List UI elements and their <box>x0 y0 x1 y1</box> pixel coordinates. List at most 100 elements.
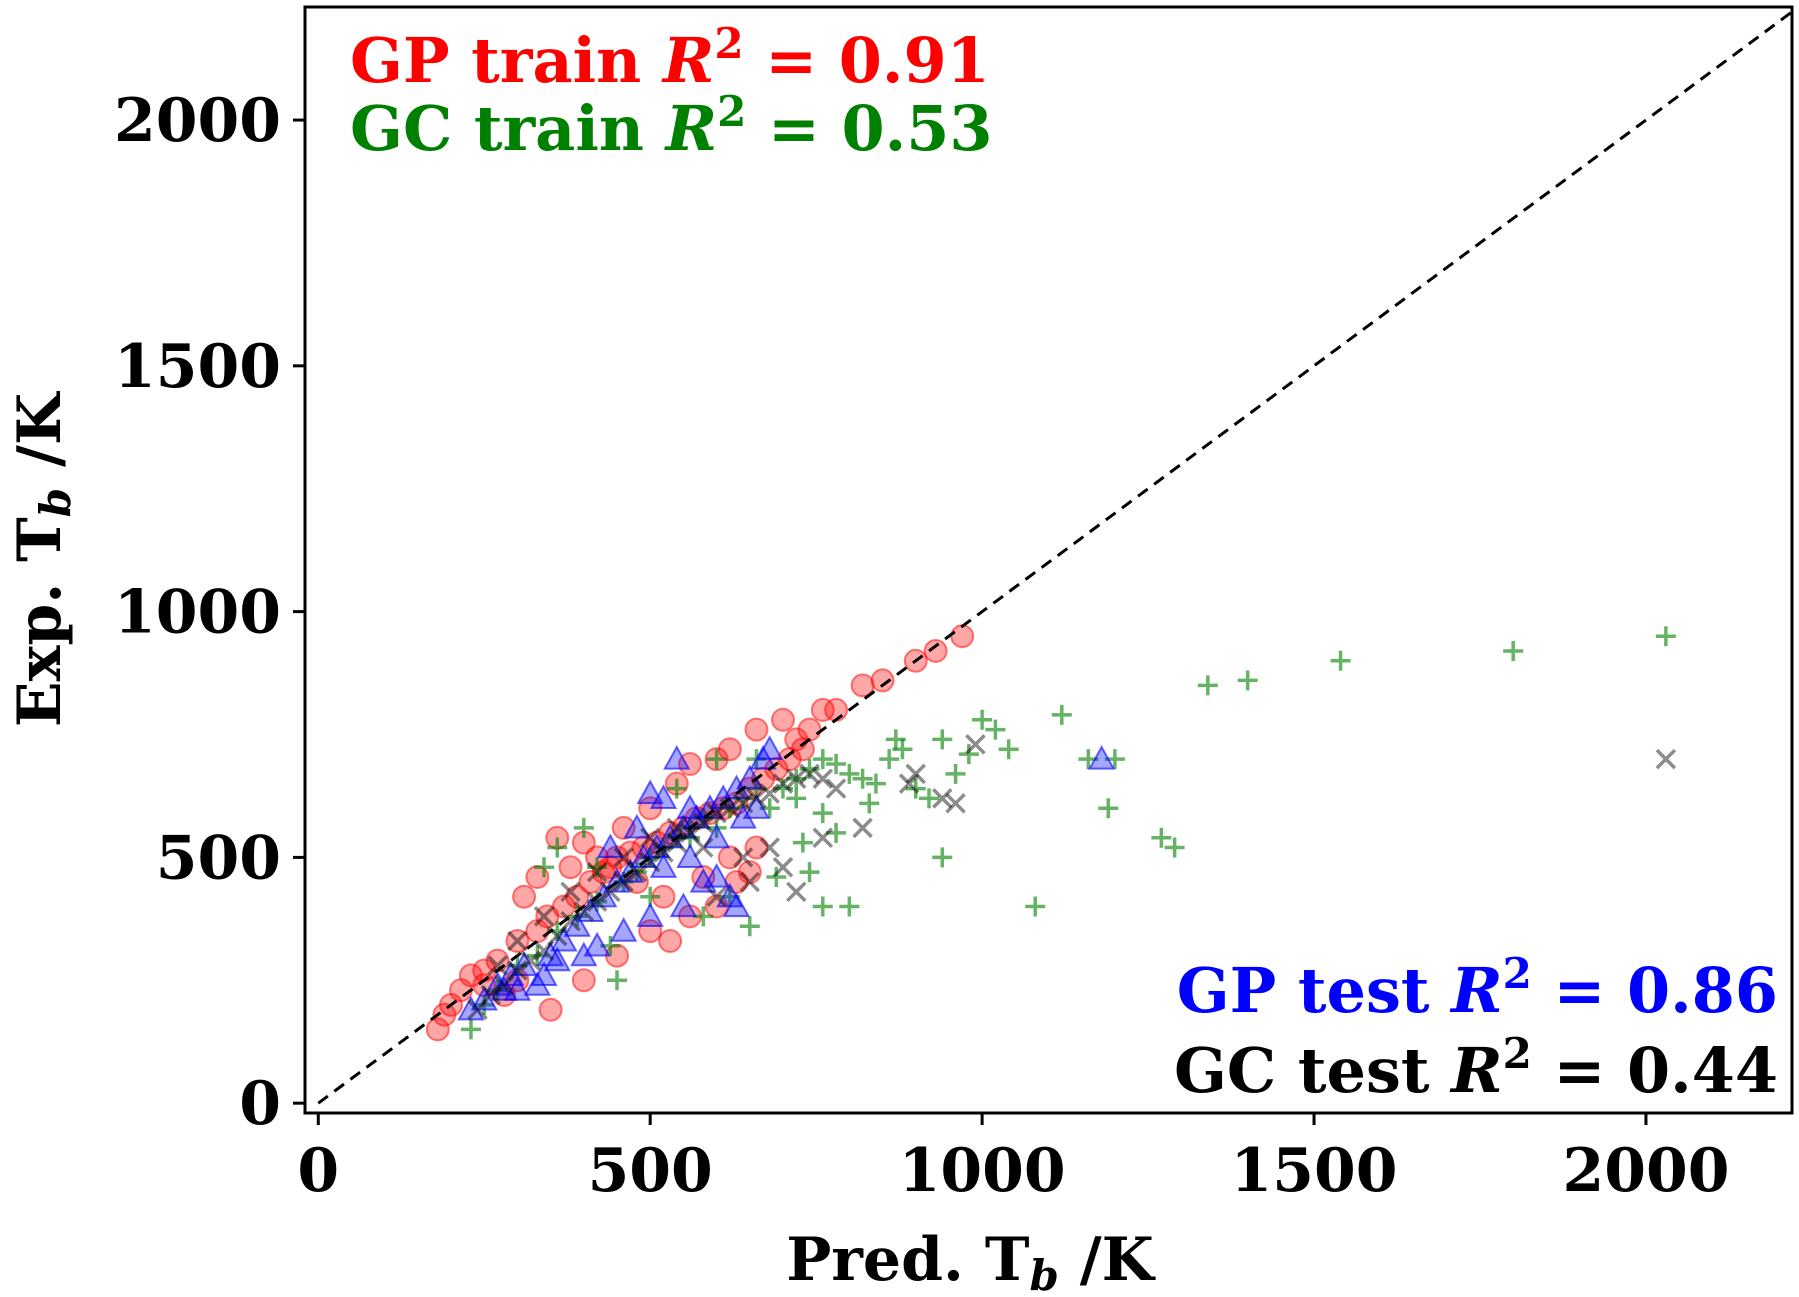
gp-test-point <box>550 926 578 952</box>
gc-test-point <box>679 822 701 844</box>
gc-test-point <box>732 847 754 868</box>
gp-train-point <box>950 624 975 649</box>
gc-test-point <box>772 773 794 794</box>
gc-test-point <box>639 852 661 873</box>
gc-test-point <box>732 793 754 814</box>
gc-test-point <box>586 861 608 883</box>
gc-test-point <box>626 861 648 883</box>
gp-test-point <box>543 946 571 972</box>
gc-train-point <box>812 803 833 824</box>
gc-test-point <box>799 763 820 785</box>
gc-train-point <box>474 994 495 1015</box>
gc-test-point <box>666 817 687 839</box>
gc-test-point <box>739 871 761 893</box>
gc-test-point <box>905 763 926 785</box>
gp-test-point <box>649 853 678 878</box>
gp-test-point <box>470 985 498 1011</box>
gc-train-point <box>859 793 880 814</box>
gp-train-point <box>717 737 742 762</box>
gc-train-point <box>826 822 847 843</box>
gp-train-point <box>770 707 795 732</box>
gc-test-point <box>487 955 508 976</box>
x-axis: 0 500 1000 1500 2000 <box>297 1113 1729 1206</box>
gc-train-point <box>905 778 926 799</box>
gc-test-point <box>825 778 847 799</box>
gc-train-point <box>1503 640 1524 661</box>
gc-test-point <box>759 783 780 804</box>
gc-test-point <box>693 837 714 858</box>
gp-train-point <box>538 997 563 1022</box>
y-axis: 0 500 1000 1500 2000 <box>114 86 305 1139</box>
gc-train-point <box>799 862 820 883</box>
gc-train-point <box>985 719 1006 740</box>
gc-test-point <box>898 773 920 794</box>
x-axis-label: Pred. Tb /K <box>786 1225 1155 1297</box>
y-tick-label: 0 <box>239 1069 281 1139</box>
x-tick-label: 1500 <box>1231 1136 1398 1206</box>
gc-test-point <box>507 930 528 952</box>
gc-test-point <box>613 847 634 868</box>
gc-train-point <box>533 857 554 878</box>
y-tick-label: 1000 <box>114 578 281 648</box>
gc-test-point <box>507 960 528 981</box>
gc-train-point <box>998 739 1019 760</box>
gc-train-point <box>1164 837 1185 858</box>
gp-train-point <box>923 638 948 663</box>
gc-test-point <box>852 817 873 839</box>
identity-reference-line <box>317 10 1793 1105</box>
gc-train-point <box>865 773 886 794</box>
gc-test-point <box>945 793 966 814</box>
gp-test-point <box>636 902 664 927</box>
gc-train-point <box>772 778 793 799</box>
x-tick-label: 0 <box>297 1136 339 1206</box>
gp-test-point <box>570 941 598 967</box>
gc-train-point <box>1098 798 1119 819</box>
gp-train-r2-annotation: GP train R2 = 0.91 <box>350 19 990 97</box>
gc-train-point <box>932 729 953 750</box>
gp-test-series <box>457 735 1116 1021</box>
gc-train-point <box>739 916 760 937</box>
gp-test-point <box>755 735 784 760</box>
gp-test-point <box>1087 745 1116 770</box>
gc-test-point <box>560 911 581 932</box>
gc-test-point <box>493 974 515 996</box>
gp-train-point <box>571 968 596 993</box>
gc-train-point <box>1655 626 1676 647</box>
gp-test-point <box>702 823 731 849</box>
gc-test-point <box>480 984 502 1006</box>
gc-test-point <box>706 802 727 824</box>
gp-train-point <box>691 865 716 890</box>
gp-test-point <box>609 917 638 942</box>
gc-test-point <box>666 832 687 853</box>
y-tick-label: 500 <box>156 823 281 893</box>
gc-train-point <box>1025 896 1046 917</box>
gc-train-point <box>826 753 847 774</box>
gc-train-point <box>573 817 594 838</box>
gc-test-point <box>573 901 595 922</box>
gc-train-point <box>945 763 966 784</box>
gp-train-point <box>744 835 769 860</box>
gp-test-point <box>490 976 518 1001</box>
gc-test-point <box>772 856 794 878</box>
gp-train-point <box>810 697 835 722</box>
gp-test-point <box>689 867 718 893</box>
gc-train-point <box>879 749 900 770</box>
gc-train-point <box>839 896 860 917</box>
gc-train-point <box>1197 675 1218 696</box>
gc-train-point <box>919 788 940 809</box>
gp-test-point <box>563 912 591 937</box>
gc-test-point <box>639 827 661 848</box>
gp-test-point <box>536 941 565 967</box>
gp-train-point <box>717 845 742 870</box>
gp-train-point <box>737 860 762 885</box>
gc-train-point <box>932 847 953 868</box>
gc-train-point <box>706 749 727 770</box>
gp-test-point <box>596 833 625 859</box>
gc-test-point <box>706 886 727 907</box>
gc-train-point <box>786 768 807 789</box>
gc-test-point <box>786 881 807 903</box>
gp-test-point <box>669 892 698 918</box>
gp-train-series <box>425 624 975 1042</box>
gc-train-point <box>1151 827 1172 848</box>
